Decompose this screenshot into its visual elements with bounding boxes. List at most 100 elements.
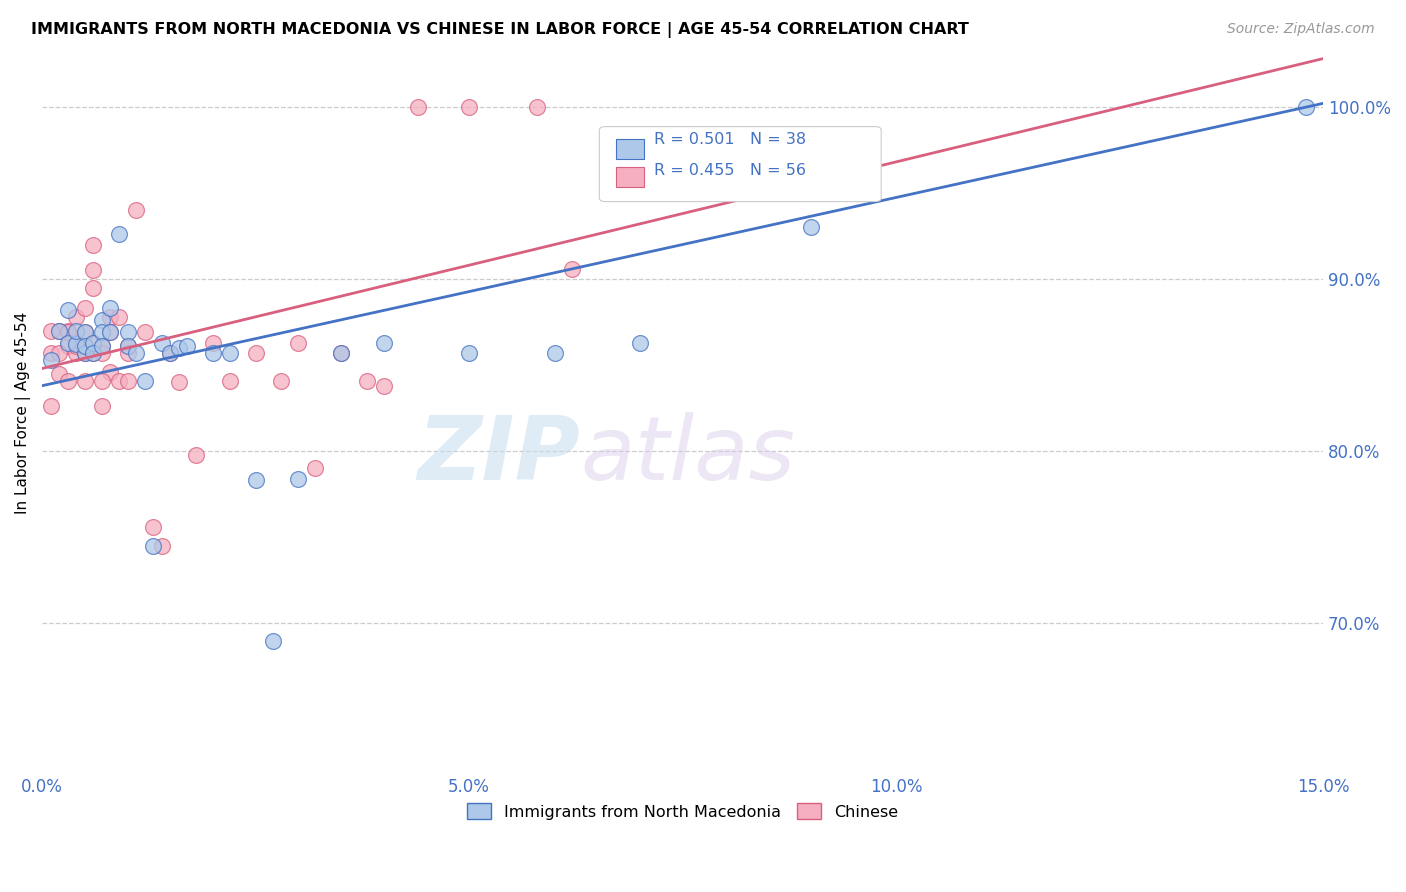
- Point: [561, 261, 583, 276]
- Text: IMMIGRANTS FROM NORTH MACEDONIA VS CHINESE IN LABOR FORCE | AGE 45-54 CORRELATIO: IMMIGRANTS FROM NORTH MACEDONIA VS CHINE…: [31, 22, 969, 38]
- Point: [82, 346, 104, 360]
- Point: [56, 326, 79, 340]
- Point: [108, 374, 131, 388]
- FancyBboxPatch shape: [616, 139, 644, 159]
- Point: [526, 100, 548, 114]
- Point: [176, 339, 198, 353]
- FancyBboxPatch shape: [616, 168, 644, 187]
- Point: [117, 339, 139, 353]
- Point: [458, 346, 481, 360]
- Point: [184, 448, 207, 462]
- Point: [56, 324, 79, 338]
- Point: [201, 346, 224, 360]
- Point: [245, 346, 267, 360]
- Point: [56, 339, 79, 353]
- Point: [48, 324, 70, 338]
- Point: [56, 374, 79, 388]
- Text: ZIP: ZIP: [418, 412, 581, 499]
- Point: [134, 326, 156, 340]
- Point: [65, 346, 87, 360]
- Point: [73, 339, 96, 353]
- Point: [134, 374, 156, 388]
- Point: [39, 400, 62, 414]
- Point: [82, 335, 104, 350]
- FancyBboxPatch shape: [599, 127, 882, 202]
- Point: [262, 633, 284, 648]
- Point: [39, 352, 62, 367]
- Point: [90, 313, 112, 327]
- Point: [373, 378, 395, 392]
- Point: [245, 474, 267, 488]
- Point: [108, 227, 131, 242]
- Point: [73, 374, 96, 388]
- Point: [117, 339, 139, 353]
- Point: [65, 337, 87, 351]
- Point: [330, 346, 353, 360]
- Point: [65, 324, 87, 338]
- Point: [65, 335, 87, 350]
- Point: [1295, 100, 1317, 114]
- Text: R = 0.501   N = 38: R = 0.501 N = 38: [654, 132, 807, 147]
- Point: [167, 376, 190, 390]
- Point: [150, 335, 173, 350]
- Point: [100, 326, 122, 340]
- Text: atlas: atlas: [581, 412, 794, 499]
- Point: [219, 374, 242, 388]
- Text: R = 0.455   N = 56: R = 0.455 N = 56: [654, 163, 807, 178]
- Point: [117, 326, 139, 340]
- Point: [82, 335, 104, 350]
- Point: [90, 339, 112, 353]
- Point: [270, 374, 292, 388]
- Point: [304, 461, 326, 475]
- Point: [287, 335, 309, 350]
- Point: [356, 374, 378, 388]
- Point: [48, 367, 70, 381]
- Point: [100, 365, 122, 379]
- Point: [90, 339, 112, 353]
- Point: [125, 346, 148, 360]
- Point: [287, 472, 309, 486]
- Point: [73, 346, 96, 360]
- Point: [39, 346, 62, 360]
- Point: [73, 346, 96, 360]
- Y-axis label: In Labor Force | Age 45-54: In Labor Force | Age 45-54: [15, 311, 31, 514]
- Point: [150, 539, 173, 553]
- Point: [48, 346, 70, 360]
- Point: [100, 326, 122, 340]
- Point: [82, 237, 104, 252]
- Point: [39, 324, 62, 338]
- Point: [142, 520, 165, 534]
- Point: [90, 346, 112, 360]
- Point: [82, 263, 104, 277]
- Point: [82, 346, 104, 360]
- Point: [73, 326, 96, 340]
- Point: [117, 346, 139, 360]
- Legend: Immigrants from North Macedonia, Chinese: Immigrants from North Macedonia, Chinese: [461, 797, 904, 826]
- Point: [100, 301, 122, 316]
- Point: [406, 100, 429, 114]
- Point: [56, 335, 79, 350]
- Point: [73, 326, 96, 340]
- Point: [543, 346, 565, 360]
- Point: [56, 302, 79, 317]
- Text: Source: ZipAtlas.com: Source: ZipAtlas.com: [1227, 22, 1375, 37]
- Point: [73, 339, 96, 353]
- Point: [219, 346, 242, 360]
- Point: [373, 335, 395, 350]
- Point: [48, 324, 70, 338]
- Point: [100, 310, 122, 324]
- Point: [167, 341, 190, 355]
- Point: [73, 301, 96, 316]
- Point: [201, 335, 224, 350]
- Point: [159, 346, 181, 360]
- Point: [90, 400, 112, 414]
- Point: [628, 335, 651, 350]
- Point: [65, 310, 87, 324]
- Point: [117, 374, 139, 388]
- Point: [330, 346, 353, 360]
- Point: [65, 339, 87, 353]
- Point: [159, 346, 181, 360]
- Point: [125, 203, 148, 218]
- Point: [90, 374, 112, 388]
- Point: [800, 220, 823, 235]
